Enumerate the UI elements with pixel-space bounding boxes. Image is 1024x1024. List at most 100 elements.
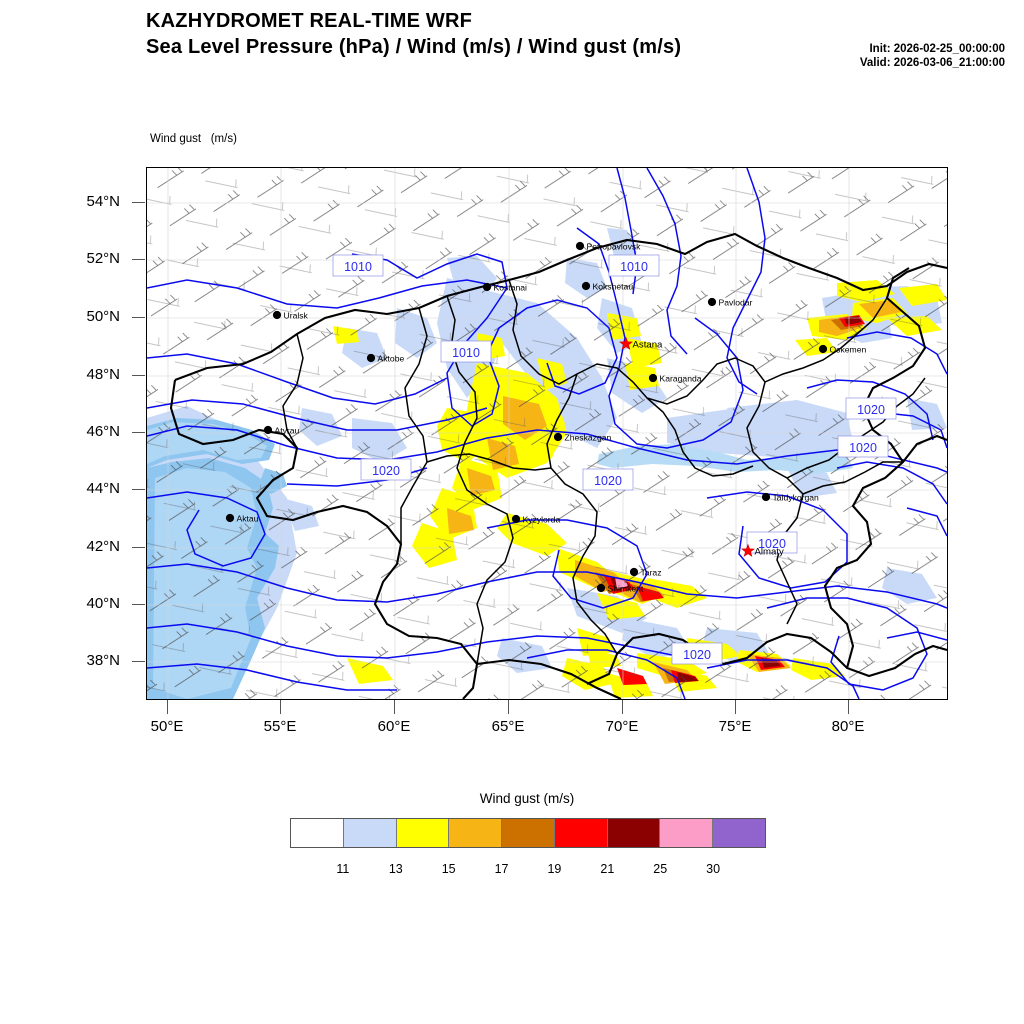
city-label: Shimkent <box>608 583 644 593</box>
page-subtitle: Sea Level Pressure (hPa) / Wind (m/s) / … <box>146 36 682 58</box>
isobar-value: 1010 <box>344 260 372 274</box>
city-marker[interactable]: Uralsk <box>272 310 309 320</box>
y-axis-tick-label: 44°N <box>86 480 120 497</box>
valid-time: Valid: 2026-03-06_21:00:00 <box>859 57 1005 69</box>
x-axis-tick-mark <box>280 700 281 714</box>
field-legend-windgust: Wind gust (m/s) <box>150 133 237 145</box>
colorbar-tick-label: 21 <box>600 862 615 876</box>
isobar-value: 1010 <box>452 346 480 360</box>
city-dot-icon <box>581 281 591 291</box>
city-label: Petropavlovsk <box>587 241 642 251</box>
city-marker[interactable]: Kokshetau <box>581 281 634 291</box>
city-marker[interactable]: Taldykorgan <box>761 492 820 502</box>
y-axis-tick-mark <box>132 317 145 318</box>
city-markers: Petropavlovsk Kostanai Kokshetau Pavlodar Ur… <box>225 241 867 593</box>
city-dot-icon <box>575 241 585 251</box>
city-marker[interactable]: Taraz <box>629 567 662 577</box>
colorbar-swatch-8 <box>713 819 766 847</box>
y-axis-tick-mark <box>132 432 145 433</box>
y-axis-tick-label: 42°N <box>86 538 120 555</box>
x-axis-tick-mark <box>508 700 509 714</box>
x-axis-tick-label: 50°E <box>150 718 184 735</box>
isobar-label: 1020 <box>746 531 798 554</box>
colorbar[interactable] <box>290 818 766 848</box>
city-marker[interactable]: Atyrau <box>263 425 300 435</box>
city-label: Kyzylorda <box>523 514 561 524</box>
city-marker[interactable]: Petropavlovsk <box>575 241 642 251</box>
capital-marker[interactable]: Almaty <box>741 543 784 558</box>
city-dot-icon <box>511 514 521 524</box>
isobar-value: 1020 <box>594 474 622 488</box>
city-label: Kokshetau <box>593 281 634 291</box>
y-axis-tick-label: 50°N <box>86 308 120 325</box>
colorbar-tick-label: 25 <box>653 862 668 876</box>
y-axis: 54°N 52°N 50°N 48°N 46°N 44°N 42°N 40°N 38°N <box>60 167 146 700</box>
isobar-label: 1010 <box>440 340 492 363</box>
colorbar-swatch-5 <box>554 819 608 847</box>
isobar-value: 1020 <box>372 464 400 478</box>
page-title: KAZHYDROMET REAL-TIME WRF <box>146 10 473 32</box>
city-marker[interactable]: Zheskazgan <box>553 432 612 442</box>
city-dot-icon <box>553 432 563 442</box>
x-axis-tick-label: 70°E <box>605 718 639 735</box>
map-panel[interactable]: 1010 1010 1010 1020 1020 1020 1020 1020 1020 Pet… <box>146 167 948 700</box>
x-axis-tick-mark <box>622 700 623 714</box>
y-axis-tick-label: 48°N <box>86 366 120 383</box>
x-axis: 50°E 55°E 60°E 65°E 70°E 75°E 80°E <box>146 700 948 750</box>
city-label: Uralsk <box>284 310 309 320</box>
map-canvas[interactable]: 1010 1010 1010 1020 1020 1020 1020 1020 1020 Pet… <box>147 168 947 699</box>
isobar-value: 1020 <box>849 441 877 455</box>
city-label: Astana <box>633 339 664 350</box>
colorbar-tick-label: 30 <box>706 862 721 876</box>
isobar-label: 1010 <box>608 254 660 277</box>
colorbar-swatch-4 <box>502 819 555 847</box>
city-label: Aktau <box>237 513 259 523</box>
isobar-value: 1020 <box>758 537 786 551</box>
colorbar-swatch-6 <box>607 819 661 847</box>
colorbar-tick-label: 13 <box>388 862 403 876</box>
city-label: Zheskazgan <box>565 432 612 442</box>
city-label: Karaganda <box>660 373 702 383</box>
city-dot-icon <box>366 353 376 363</box>
colorbar-ticks: 11 13 15 17 19 21 25 30 <box>290 862 766 882</box>
x-axis-tick-label: 75°E <box>718 718 752 735</box>
city-marker[interactable]: Kyzylorda <box>511 514 561 524</box>
city-dot-icon <box>482 282 492 292</box>
city-label: Aktobe <box>378 353 405 363</box>
y-axis-tick-label: 54°N <box>86 193 120 210</box>
colorbar-swatch-7 <box>660 819 714 847</box>
city-dot-icon <box>818 344 828 354</box>
city-marker[interactable]: Pavlodar <box>707 297 753 307</box>
y-axis-tick-mark <box>132 489 145 490</box>
isobar-label: 1020 <box>845 397 897 420</box>
y-axis-tick-mark <box>132 259 145 260</box>
colorbar-swatch-1 <box>343 819 397 847</box>
y-axis-tick-label: 40°N <box>86 595 120 612</box>
x-axis-tick-label: 65°E <box>491 718 525 735</box>
y-axis-tick-label: 46°N <box>86 423 120 440</box>
city-dot-icon <box>629 567 639 577</box>
isobar-label: 1020 <box>837 435 889 458</box>
country-borders <box>169 232 947 699</box>
isobar-label: 1010 <box>332 254 384 277</box>
city-label: Oskemen <box>830 344 867 354</box>
init-time: Init: 2026-02-25_00:00:00 <box>869 43 1005 55</box>
x-axis-tick-mark <box>848 700 849 714</box>
colorbar-tick-label: 11 <box>336 862 350 876</box>
x-axis-tick-label: 80°E <box>831 718 865 735</box>
city-marker[interactable]: Kostanai <box>482 282 527 292</box>
y-axis-tick-mark <box>132 604 145 605</box>
x-axis-tick-mark <box>394 700 395 714</box>
x-axis-tick-label: 60°E <box>377 718 411 735</box>
city-marker[interactable]: Oskemen <box>818 344 867 354</box>
capital-marker[interactable]: Astana <box>619 336 664 351</box>
city-marker[interactable]: Aktobe <box>366 353 405 363</box>
city-marker[interactable]: Karaganda <box>648 373 702 383</box>
city-label: Taldykorgan <box>773 492 820 502</box>
capital-star-icon <box>741 543 755 557</box>
colorbar-tick-label: 19 <box>547 862 562 876</box>
isobar-value: 1020 <box>683 648 711 662</box>
isobar-label: 1020 <box>582 468 634 491</box>
city-marker[interactable]: Shimkent <box>596 583 644 593</box>
city-marker[interactable]: Aktau <box>225 513 259 523</box>
